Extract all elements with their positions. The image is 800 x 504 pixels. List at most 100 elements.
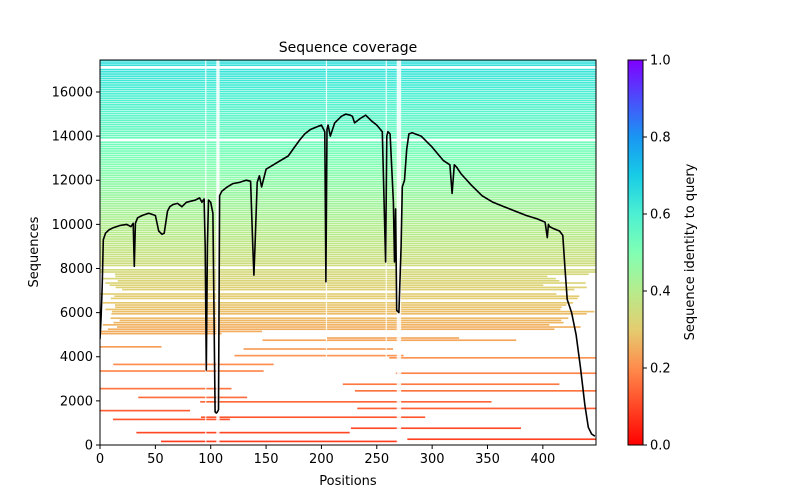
x-tick-label: 100 (198, 452, 223, 467)
x-tick-label: 50 (147, 452, 164, 467)
y-tick-label: 0 (85, 439, 93, 454)
alignment-row (100, 134, 596, 137)
y-axis: 0 2000 4000 6000 8000 10000 12000 14000 16000 (52, 85, 100, 454)
alignment-row (100, 225, 596, 227)
x-axis-label: Positions (319, 474, 377, 489)
alignment-row (100, 73, 596, 75)
alignment-row (100, 271, 596, 273)
alignment-row (102, 302, 574, 304)
x-tick-label: 400 (530, 452, 555, 467)
colorbar-tick-label: 1.0 (650, 54, 671, 69)
alignment-row (100, 64, 596, 67)
x-axis: 0 50 100 150 200 250 300 350 400 (96, 445, 555, 467)
alignment-row (100, 409, 191, 412)
alignment-row (161, 440, 399, 443)
alignment-row (234, 354, 404, 357)
alignment-row (100, 370, 264, 372)
alignment-row (113, 321, 564, 324)
alignment-row (200, 416, 426, 419)
colorbar-axis: 0.0 0.2 0.4 0.6 0.8 1.0 (643, 54, 671, 454)
colorbar-tick-label: 0.4 (650, 285, 671, 300)
coverage-line (100, 113, 596, 437)
alignment-row (100, 97, 596, 100)
alignment-row (100, 220, 596, 223)
alignment-row (100, 244, 596, 247)
alignment-row (100, 207, 596, 210)
x-tick-label: 300 (420, 452, 445, 467)
y-axis-label: Sequences (27, 216, 42, 287)
alignment-row (100, 148, 596, 150)
alignment-row (100, 178, 596, 181)
alignment-row (100, 198, 596, 201)
alignment-row (100, 211, 596, 214)
x-tick-label: 150 (254, 452, 279, 467)
colorbar-label: Sequence identity to query (683, 163, 698, 340)
y-tick-label: 12000 (52, 174, 93, 189)
alignment-row (100, 260, 596, 262)
colorbar-tick-label: 0.2 (650, 362, 671, 377)
plot-frame (99, 59, 597, 446)
alignment-row (100, 229, 596, 232)
alignment-row (100, 130, 596, 133)
alignment-row (105, 282, 586, 284)
alignment-row (200, 401, 492, 403)
alignment-row (100, 163, 596, 166)
alignment-row (100, 75, 596, 78)
alignment-row (100, 101, 596, 104)
alignment-row (407, 438, 596, 441)
alignment-row (243, 348, 394, 350)
alignment-row (136, 431, 350, 434)
alignment-row (100, 141, 596, 144)
alignment-row (114, 295, 580, 298)
alignment-row (100, 189, 596, 192)
alignment-row (395, 372, 596, 375)
y-tick-label: 16000 (52, 85, 93, 100)
alignment-gap (216, 60, 220, 445)
alignment-row (100, 176, 596, 179)
alignment-row (117, 280, 560, 282)
alignment-row (100, 99, 596, 102)
alignment-row (100, 90, 596, 93)
alignment-row (100, 222, 596, 225)
alignment-row (100, 112, 596, 115)
alignment-row (100, 88, 596, 91)
alignment-row (100, 121, 596, 124)
alignment-row (100, 264, 596, 267)
alignment-row (110, 297, 578, 300)
alignment-row (100, 156, 596, 159)
alignment-row (100, 258, 596, 260)
alignment-row (105, 308, 561, 311)
alignment-row (100, 216, 596, 218)
alignment-row (100, 159, 596, 161)
alignment-row (100, 387, 232, 390)
alignment-row (354, 390, 596, 392)
alignment-row (100, 62, 596, 64)
alignment-row (100, 137, 596, 139)
alignment-row (100, 203, 596, 205)
alignment-row (115, 275, 548, 278)
alignment-row (119, 319, 562, 322)
alignment-row (100, 161, 596, 163)
x-tick-label: 200 (309, 452, 334, 467)
alignment-row (113, 363, 274, 366)
x-tick-label: 250 (364, 452, 389, 467)
alignment-row (100, 77, 596, 80)
alignment-row (100, 194, 596, 196)
alignment-row (326, 337, 460, 339)
alignment-row (101, 277, 556, 280)
alignment-row (100, 231, 596, 234)
alignment-row (100, 196, 596, 199)
alignment-row (100, 84, 596, 86)
colorbar (627, 59, 644, 446)
alignment-row (112, 310, 595, 313)
alignment-row (100, 227, 596, 229)
alignment-row (100, 209, 596, 212)
x-tick-label: 0 (96, 452, 104, 467)
x-tick-label: 350 (475, 452, 500, 467)
alignment-heatmap (100, 60, 596, 443)
alignment-row (100, 110, 596, 113)
alignment-row (100, 60, 596, 62)
alignment-row (100, 255, 596, 258)
alignment-row (100, 108, 596, 111)
alignment-row (100, 238, 596, 240)
